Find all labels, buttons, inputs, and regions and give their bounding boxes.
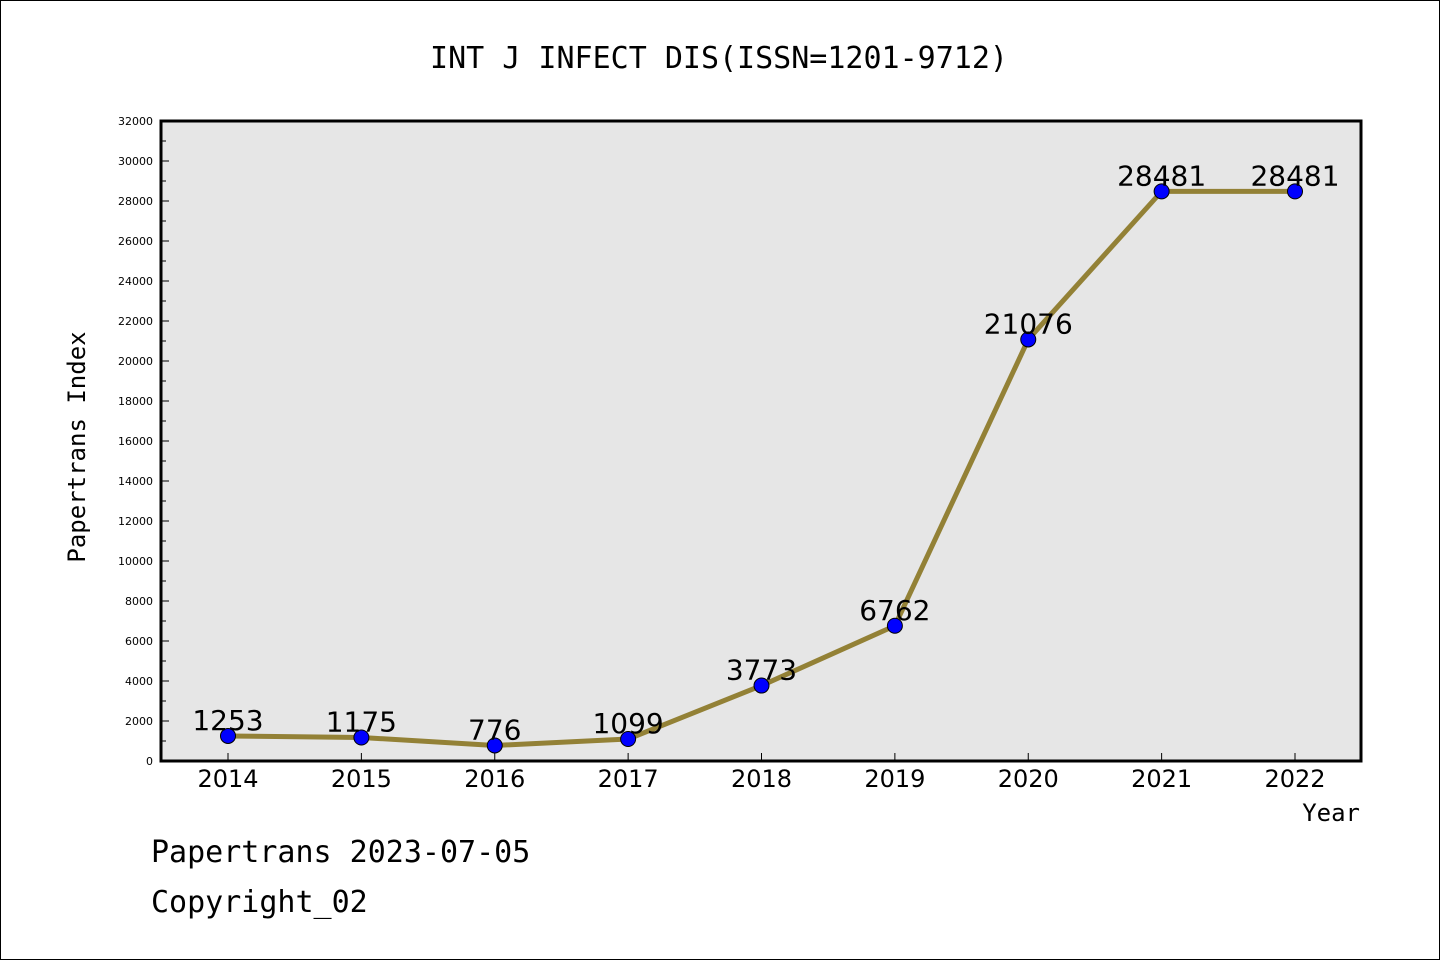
data-label: 3773 bbox=[726, 654, 797, 687]
data-point bbox=[1153, 183, 1170, 200]
y-tick-label: 12000 bbox=[118, 515, 153, 528]
y-tick-label: 2000 bbox=[125, 715, 153, 728]
data-label: 28481 bbox=[1117, 159, 1206, 192]
x-tick-label: 2019 bbox=[864, 765, 925, 793]
y-tick-label: 28000 bbox=[118, 195, 153, 208]
data-label: 21076 bbox=[984, 307, 1073, 340]
y-tick-label: 14000 bbox=[118, 475, 153, 488]
data-point bbox=[1020, 331, 1037, 348]
x-tick-label: 2017 bbox=[598, 765, 659, 793]
x-tick-label: 2014 bbox=[197, 765, 258, 793]
x-axis-label: Year bbox=[1302, 799, 1360, 827]
y-axis-label: Papertrans Index bbox=[63, 331, 91, 562]
footer-copyright-text: Copyright_02 bbox=[151, 885, 368, 920]
y-tick-label: 26000 bbox=[118, 235, 153, 248]
x-tick-label: 2021 bbox=[1131, 765, 1192, 793]
data-point bbox=[620, 731, 637, 748]
y-tick-label: 10000 bbox=[118, 555, 153, 568]
chart-title: INT J INFECT DIS(ISSN=1201-9712) bbox=[430, 41, 1008, 76]
data-point bbox=[886, 617, 903, 634]
plot-area bbox=[159, 119, 1363, 763]
data-point bbox=[486, 737, 503, 754]
x-axis: 2014 2015 2016 2017 2018 2019 2020 2021 2022 bbox=[197, 753, 1326, 793]
data-point bbox=[220, 727, 236, 744]
data-point bbox=[753, 677, 770, 694]
data-label: 1175 bbox=[326, 706, 397, 739]
data-label: 6762 bbox=[859, 594, 930, 627]
x-tick-label: 2022 bbox=[1264, 765, 1325, 793]
y-tick-label: 20000 bbox=[118, 355, 153, 368]
y-tick-label: 4000 bbox=[125, 675, 153, 688]
x-tick-label: 2016 bbox=[464, 765, 525, 793]
y-tick-label: 32000 bbox=[118, 115, 153, 128]
data-point bbox=[1287, 183, 1303, 200]
x-tick-label: 2020 bbox=[998, 765, 1059, 793]
data-label: 1253 bbox=[192, 704, 263, 737]
data-label: 776 bbox=[468, 713, 521, 746]
y-tick-label: 16000 bbox=[118, 435, 153, 448]
y-tick-label: 0 bbox=[146, 755, 153, 768]
y-tick-label: 24000 bbox=[118, 275, 153, 288]
y-axis: 0 2000 4000 6000 8000 10000 12000 14000 16000 180… bbox=[118, 115, 169, 768]
x-tick-label: 2015 bbox=[331, 765, 392, 793]
y-tick-label: 22000 bbox=[118, 315, 153, 328]
y-tick-label: 18000 bbox=[118, 395, 153, 408]
data-point bbox=[353, 729, 370, 746]
y-tick-label: 30000 bbox=[118, 155, 153, 168]
x-tick-label: 2018 bbox=[731, 765, 792, 793]
footer-date-text: Papertrans 2023-07-05 bbox=[151, 835, 531, 870]
data-label: 28481 bbox=[1250, 159, 1339, 192]
series-layer: 1253 1175 776 1099 3773 6762 21076 28481 28481 bbox=[192, 159, 1340, 754]
data-label: 1099 bbox=[592, 707, 663, 740]
y-tick-label: 6000 bbox=[125, 635, 153, 648]
y-tick-label: 8000 bbox=[125, 595, 153, 608]
